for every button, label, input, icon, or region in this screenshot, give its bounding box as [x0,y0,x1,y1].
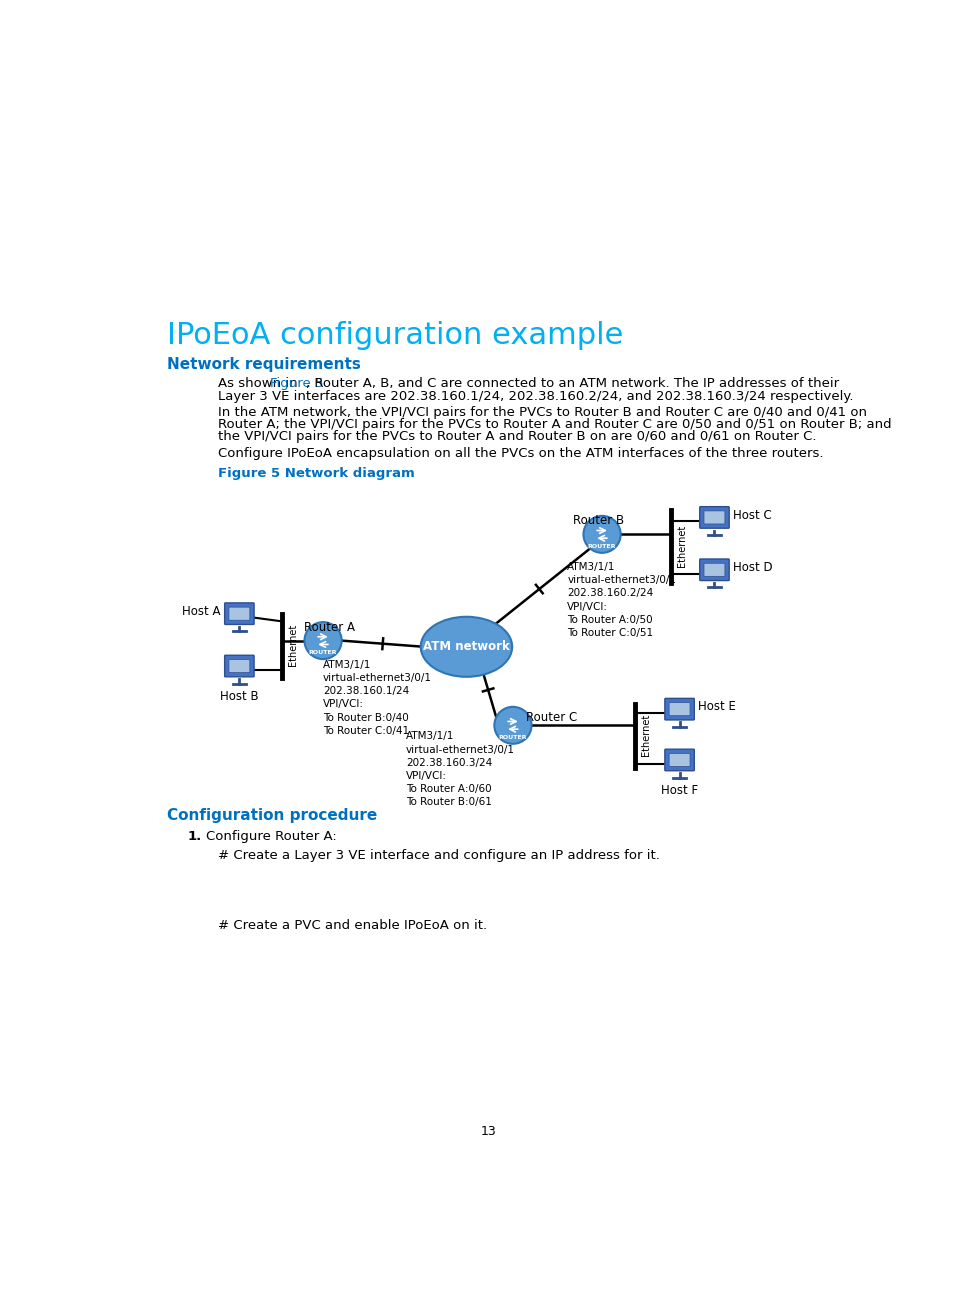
Text: 13: 13 [480,1125,497,1138]
Text: Host C: Host C [732,508,771,521]
Text: Configuration procedure: Configuration procedure [167,809,377,823]
FancyBboxPatch shape [699,507,728,529]
Text: # Create a PVC and enable IPoEoA on it.: # Create a PVC and enable IPoEoA on it. [217,919,486,932]
Text: 1.: 1. [187,829,201,842]
Text: As shown in: As shown in [217,377,301,390]
Text: Router C: Router C [525,712,577,724]
Ellipse shape [420,617,512,677]
Text: Host B: Host B [220,689,258,702]
Text: Configure IPoEoA encapsulation on all the PVCs on the ATM interfaces of the thre: Configure IPoEoA encapsulation on all th… [217,447,822,460]
Text: Configure Router A:: Configure Router A: [206,829,336,842]
FancyBboxPatch shape [664,749,694,771]
Text: ROUTER: ROUTER [309,651,337,656]
Text: Ethernet: Ethernet [288,625,298,666]
Text: Figure 5: Figure 5 [270,377,323,390]
Text: Host E: Host E [698,700,736,713]
FancyBboxPatch shape [229,660,250,673]
Text: ROUTER: ROUTER [498,735,527,740]
Text: Host F: Host F [660,784,698,797]
Text: IPoEoA configuration example: IPoEoA configuration example [167,321,623,350]
FancyBboxPatch shape [668,753,689,766]
Circle shape [304,622,341,660]
Text: ATM3/1/1
virtual-ethernet3/0/1
202.38.160.3/24
VPI/VCI:
To Router A:0/60
To Rout: ATM3/1/1 virtual-ethernet3/0/1 202.38.16… [406,731,515,807]
Text: In the ATM network, the VPI/VCI pairs for the PVCs to Router B and Router C are : In the ATM network, the VPI/VCI pairs fo… [217,406,865,419]
FancyBboxPatch shape [224,656,253,677]
Circle shape [494,706,531,744]
FancyBboxPatch shape [668,702,689,715]
Circle shape [583,516,620,553]
Text: Figure 5 Network diagram: Figure 5 Network diagram [217,468,414,481]
Text: Ethernet: Ethernet [677,525,686,568]
Text: , Router A, B, and C are connected to an ATM network. The IP addresses of their: , Router A, B, and C are connected to an… [306,377,839,390]
Text: ATM network: ATM network [422,640,509,653]
Text: Router A: Router A [303,621,355,634]
FancyBboxPatch shape [703,564,724,577]
Text: Host A: Host A [182,605,220,618]
FancyBboxPatch shape [664,699,694,721]
Text: Router A; the VPI/VCI pairs for the PVCs to Router A and Router C are 0/50 and 0: Router A; the VPI/VCI pairs for the PVCs… [217,419,890,432]
Text: ATM3/1/1
virtual-ethernet3/0/1
202.38.160.2/24
VPI/VCI:
To Router A:0/50
To Rout: ATM3/1/1 virtual-ethernet3/0/1 202.38.16… [567,562,676,638]
Text: Layer 3 VE interfaces are 202.38.160.1/24, 202.38.160.2/24, and 202.38.160.3/24 : Layer 3 VE interfaces are 202.38.160.1/2… [217,390,852,403]
Text: ROUTER: ROUTER [587,544,616,550]
Text: Router B: Router B [572,515,623,527]
Text: Host D: Host D [732,561,772,574]
FancyBboxPatch shape [229,607,250,621]
Text: Network requirements: Network requirements [167,358,361,372]
FancyBboxPatch shape [703,511,724,524]
Text: ATM3/1/1
virtual-ethernet3/0/1
202.38.160.1/24
VPI/VCI:
To Router B:0/40
To Rout: ATM3/1/1 virtual-ethernet3/0/1 202.38.16… [323,660,432,736]
FancyBboxPatch shape [699,559,728,581]
Text: Ethernet: Ethernet [640,714,650,757]
Text: # Create a Layer 3 VE interface and configure an IP address for it.: # Create a Layer 3 VE interface and conf… [217,849,659,862]
FancyBboxPatch shape [224,603,253,625]
Text: the VPI/VCI pairs for the PVCs to Router A and Router B on are 0/60 and 0/61 on : the VPI/VCI pairs for the PVCs to Router… [217,430,816,443]
